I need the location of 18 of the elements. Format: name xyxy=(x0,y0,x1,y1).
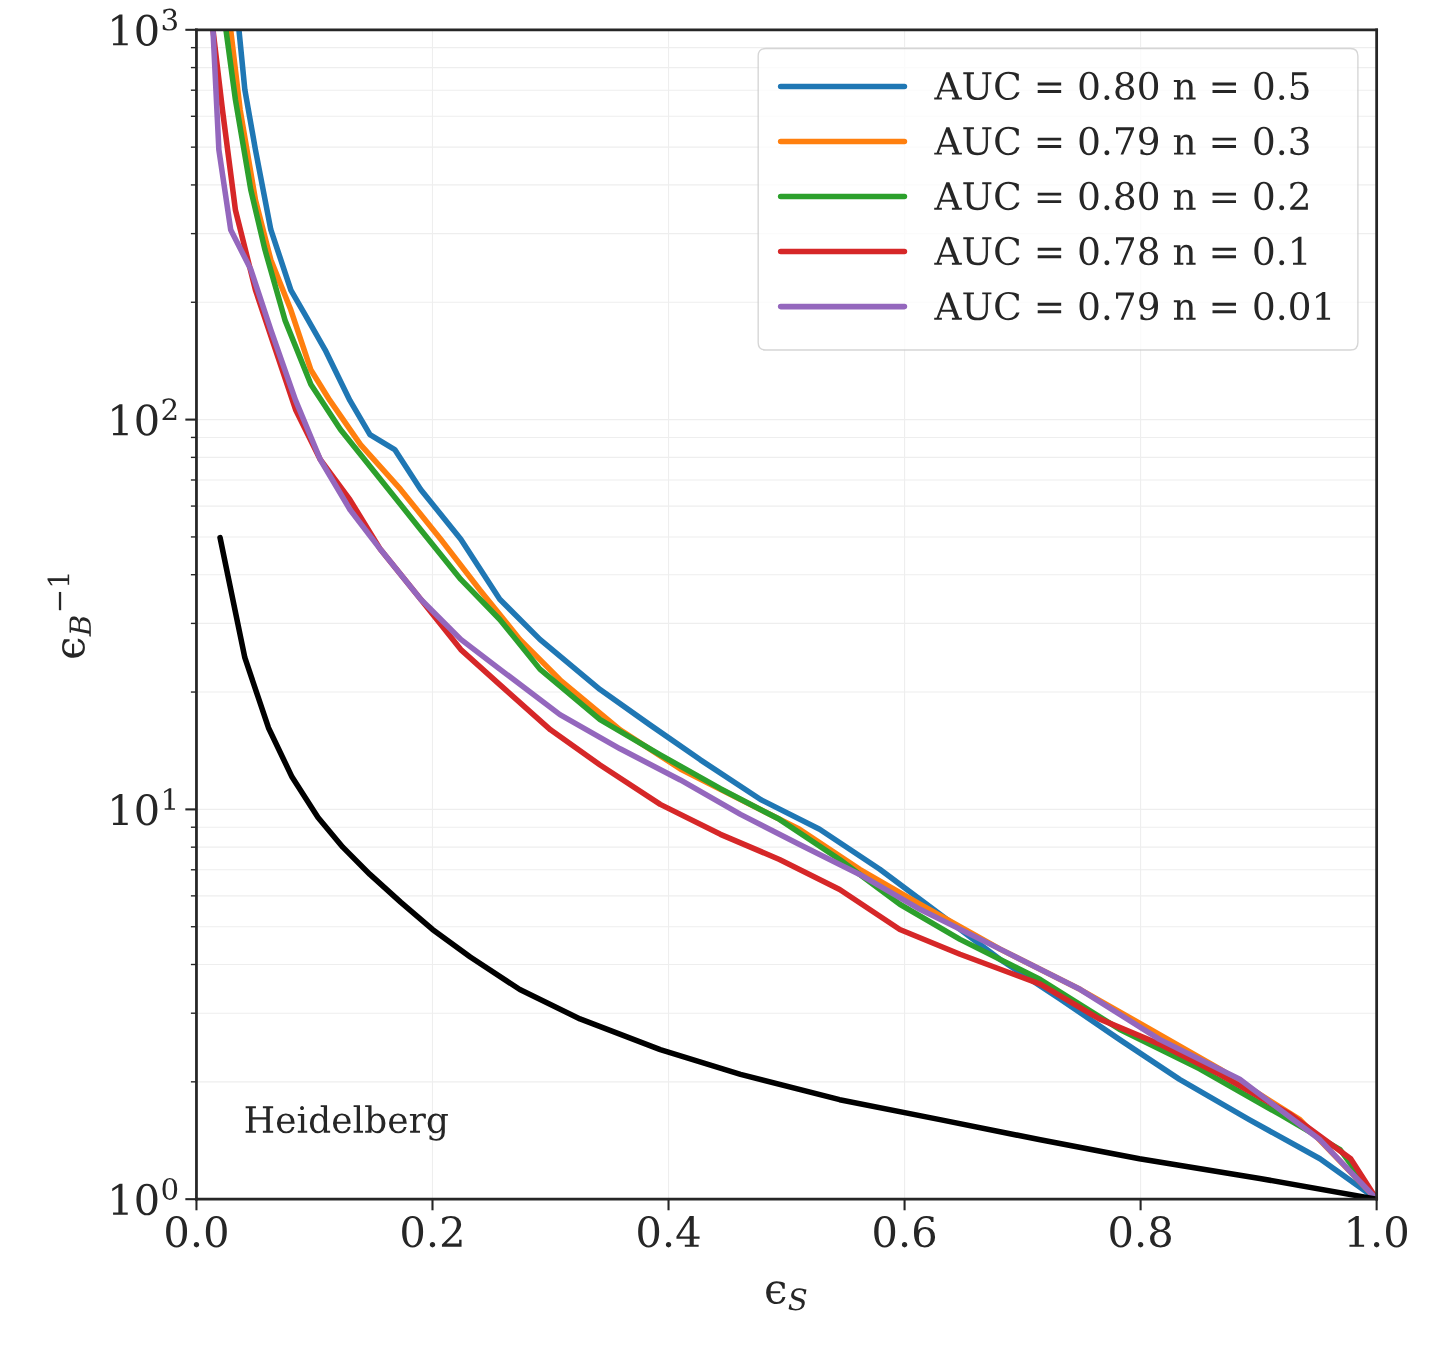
y-tick-label: 10$^{2}$ xyxy=(112,398,177,436)
x-tick-label: 0.6 xyxy=(874,1215,936,1248)
x-tick-label: 0.8 xyxy=(1110,1215,1171,1248)
y-tick-label: 10$^{1}$ xyxy=(112,788,175,826)
legend-label: AUC = 0.79 n = 0.3 xyxy=(934,126,1309,156)
annotation: Heidelberg xyxy=(245,1105,448,1141)
legend-label: AUC = 0.78 n = 0.1 xyxy=(934,236,1307,266)
x-tick-label: 0.2 xyxy=(402,1215,462,1248)
y-tick-label: 10$^{0}$ xyxy=(112,1177,178,1216)
x-tick-label: 1.0 xyxy=(1348,1215,1408,1248)
y-axis-title: ϵ$_{B}$$^{−1}$ xyxy=(47,574,91,658)
x-tick-label: 0.4 xyxy=(638,1215,700,1248)
y-tick-label: 10$^{3}$ xyxy=(112,8,177,46)
legend-label: AUC = 0.80 n = 0.2 xyxy=(934,181,1308,211)
legend-label: AUC = 0.80 n = 0.5 xyxy=(934,71,1309,101)
x-tick-label: 0.0 xyxy=(166,1215,227,1248)
x-axis-title: ϵ$_{S}$ xyxy=(766,1281,807,1311)
legend-label: AUC = 0.79 n = 0.01 xyxy=(934,291,1331,321)
